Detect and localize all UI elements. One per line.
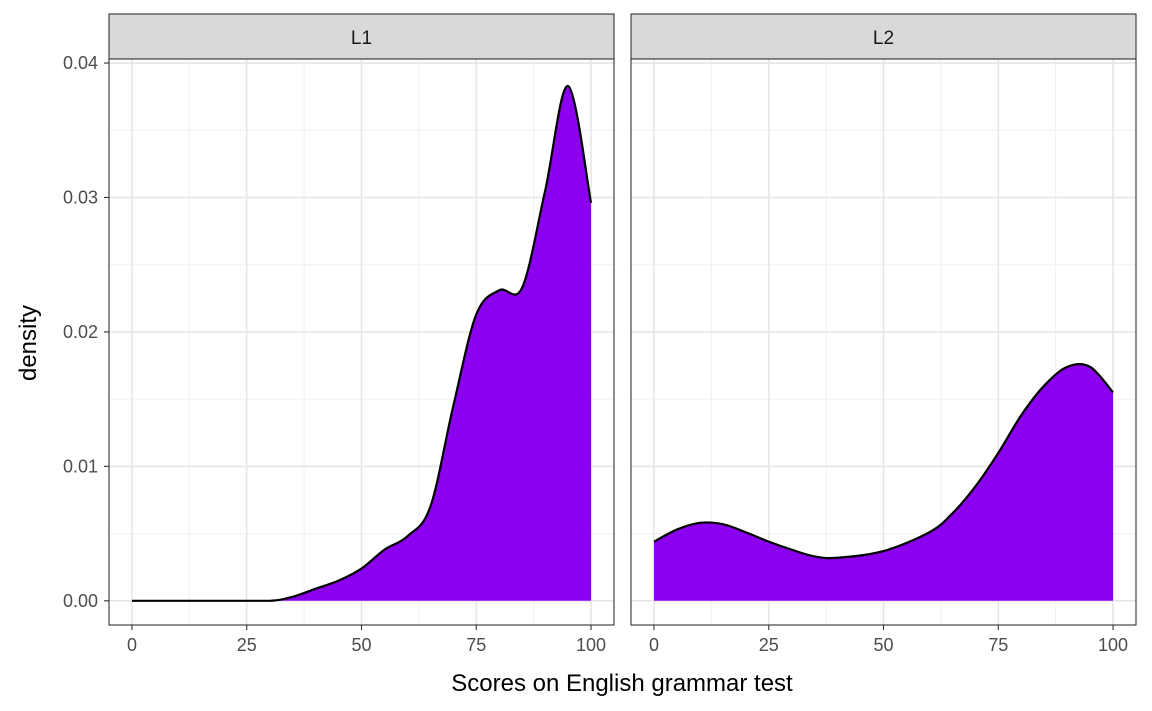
x-axis-title: Scores on English grammar test xyxy=(451,670,793,697)
x-tick-label: 25 xyxy=(237,635,257,655)
y-tick-label: 0.04 xyxy=(63,53,98,73)
x-tick-label: 75 xyxy=(988,635,1008,655)
facet-strip xyxy=(108,13,615,60)
x-tick-label: 75 xyxy=(466,635,486,655)
y-axis-title: density xyxy=(15,305,42,381)
facet-panel-l1: L1 0 25 50 75 100 xyxy=(108,13,615,655)
facet-panel-l2: L2 0 25 50 75 100 xyxy=(630,13,1137,655)
density-area xyxy=(653,364,1114,601)
y-tick-label: 0.00 xyxy=(63,591,98,611)
y-tick-label: 0.01 xyxy=(63,456,98,476)
density-line xyxy=(131,84,593,602)
facet-strip-label: L2 xyxy=(873,28,894,49)
y-tick-label: 0.02 xyxy=(63,322,98,342)
x-tick-label: 100 xyxy=(1098,635,1128,655)
x-tick-label: 25 xyxy=(759,635,779,655)
facet-strip xyxy=(630,13,1137,60)
y-tick-label: 0.03 xyxy=(63,187,98,207)
x-tick-label: 0 xyxy=(127,635,137,655)
x-tick-label: 50 xyxy=(351,635,371,655)
density-area xyxy=(131,85,592,601)
x-tick-label: 50 xyxy=(873,635,893,655)
facet-strip-label: L1 xyxy=(351,28,372,49)
x-tick-label: 0 xyxy=(649,635,659,655)
density-line xyxy=(653,362,1114,560)
x-tick-label: 100 xyxy=(576,635,606,655)
